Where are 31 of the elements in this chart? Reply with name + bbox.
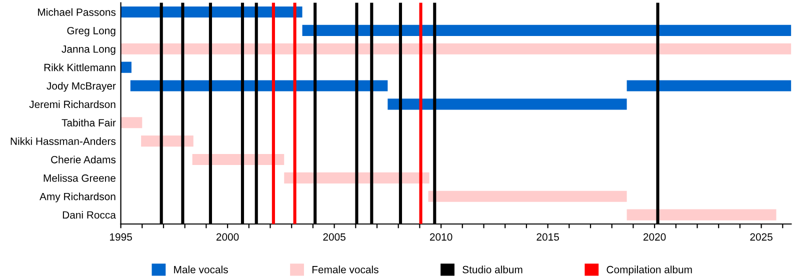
x-tick-label: 2015 [536, 233, 559, 241]
y-tick-label: Janna Long [62, 45, 116, 55]
y-tick-label: Melissa Greene [44, 174, 116, 182]
legend-label: Female vocals [312, 266, 378, 274]
y-tick-label: Amy Richardson [40, 192, 116, 202]
y-tick-label: Dani Rocca [62, 211, 116, 219]
x-tick-label: 2005 [323, 233, 346, 241]
x-tick-label: 1995 [110, 233, 132, 241]
y-tick-label: Rikk Kittlemann [44, 64, 116, 72]
x-tick-label: 2025 [750, 233, 772, 241]
legend-label: Studio album [462, 266, 522, 274]
bar [120, 117, 142, 128]
bar [626, 80, 792, 92]
bar [626, 209, 776, 220]
bar [302, 24, 792, 36]
y-tick-label: Jeremi Richardson [29, 100, 116, 108]
bar [388, 98, 627, 110]
y-tick-label: Nikki Hassman-Anders [10, 137, 116, 145]
y-tick-label: Michael Passons [38, 8, 116, 16]
y-tick-label: Tabitha Fair [62, 118, 116, 126]
y-tick-label: Jody McBrayer [46, 82, 116, 92]
x-tick-label: 2000 [216, 233, 239, 241]
bar [428, 190, 627, 202]
bar [120, 62, 132, 73]
x-tick-label: 2010 [430, 233, 452, 241]
y-tick-label: Cherie Adams [51, 156, 116, 164]
legend-label: Compilation album [606, 266, 692, 276]
x-tick-label: 2020 [643, 233, 666, 241]
legend-label: Male vocals [174, 266, 228, 274]
y-tick-label: Greg Long [67, 26, 116, 36]
bar [120, 43, 792, 54]
